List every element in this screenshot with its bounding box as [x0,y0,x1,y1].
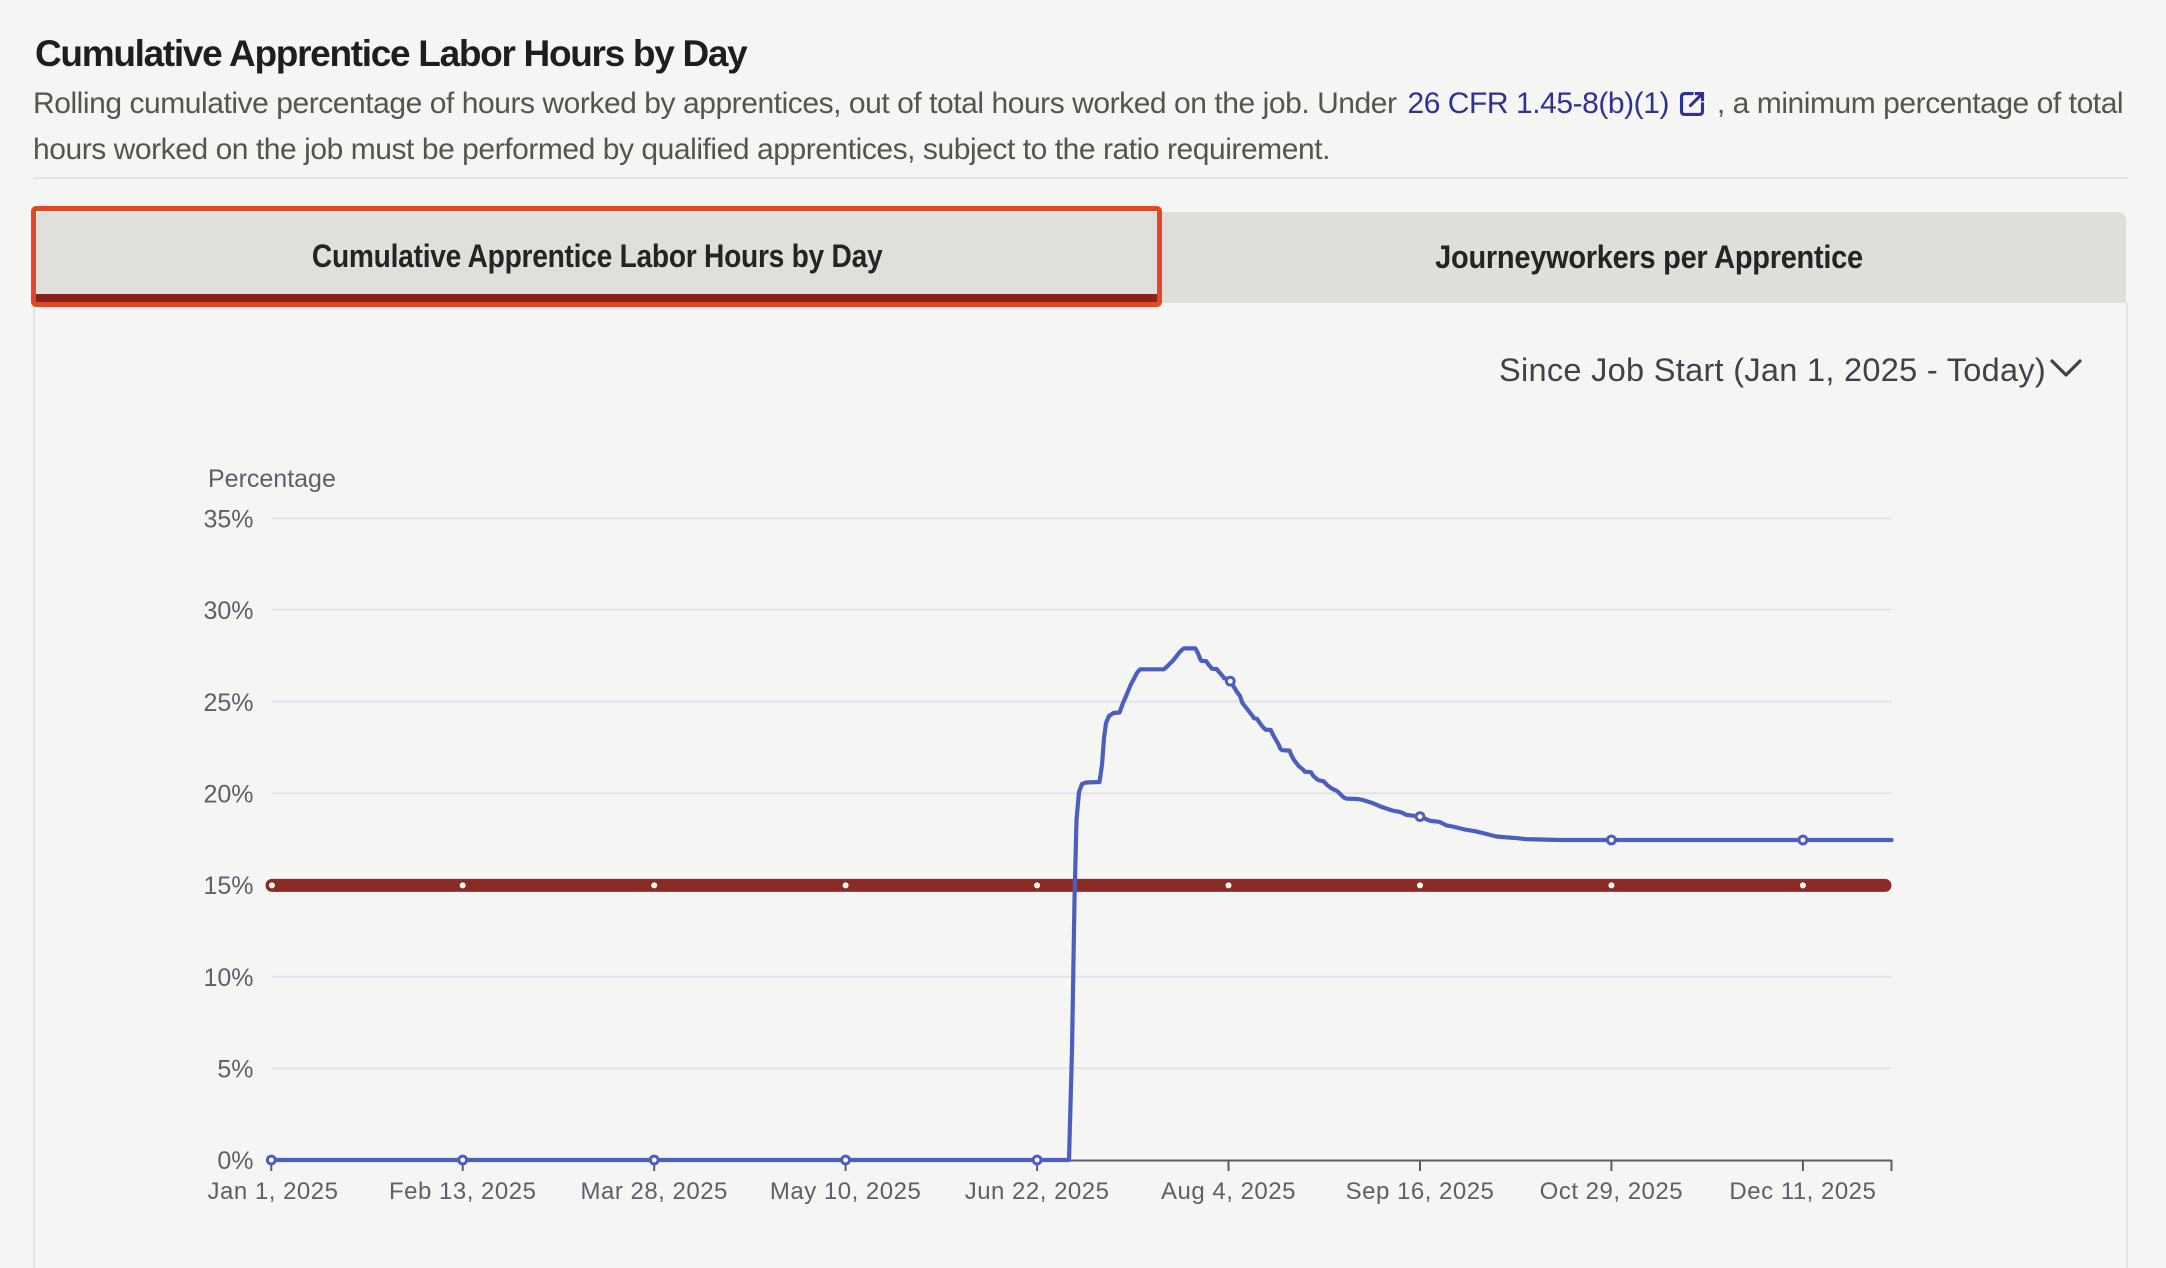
svg-text:May 10, 2025: May 10, 2025 [770,1178,921,1205]
svg-text:Jun 22, 2025: Jun 22, 2025 [965,1178,1110,1205]
svg-text:Percentage: Percentage [208,465,336,493]
svg-text:35%: 35% [203,505,253,533]
svg-text:10%: 10% [203,964,253,992]
svg-text:15%: 15% [203,872,253,900]
svg-text:Dec 11, 2025: Dec 11, 2025 [1729,1178,1876,1205]
svg-text:30%: 30% [203,597,253,625]
svg-text:Jan 1, 2025: Jan 1, 2025 [208,1178,339,1205]
svg-text:0%: 0% [217,1147,253,1175]
svg-text:Feb 13, 2025: Feb 13, 2025 [389,1178,536,1205]
svg-text:5%: 5% [217,1056,253,1084]
svg-text:Oct 29, 2025: Oct 29, 2025 [1540,1178,1683,1205]
svg-text:Sep 16, 2025: Sep 16, 2025 [1346,1178,1495,1205]
svg-text:Mar 28, 2025: Mar 28, 2025 [580,1178,727,1205]
svg-text:20%: 20% [203,781,253,809]
svg-text:Aug 4, 2025: Aug 4, 2025 [1161,1178,1296,1205]
svg-text:25%: 25% [203,689,253,717]
